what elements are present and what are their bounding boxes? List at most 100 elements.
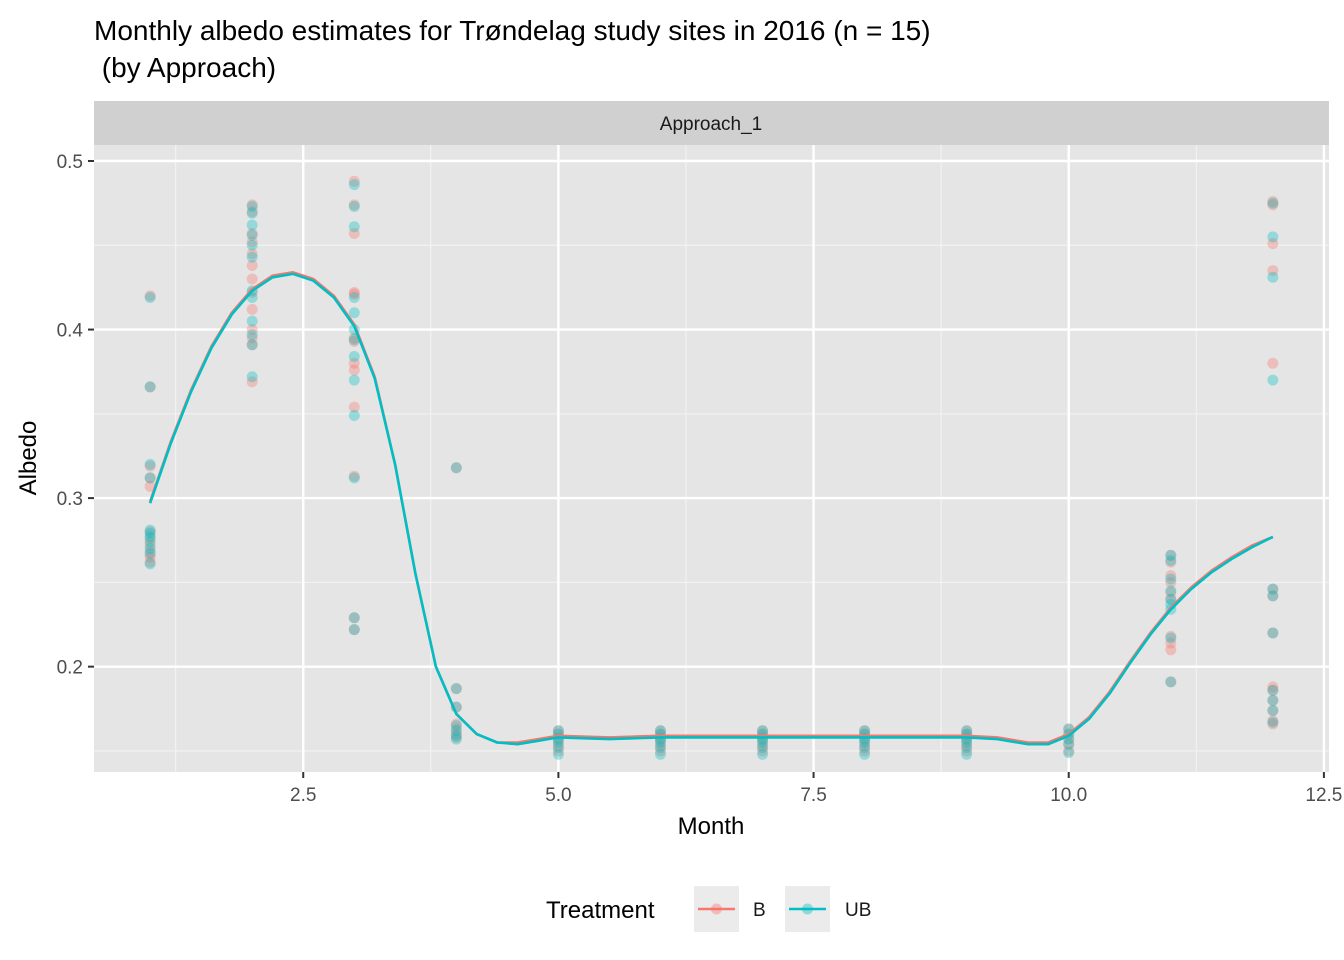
data-point-ub — [1267, 197, 1279, 209]
data-point-b — [1267, 681, 1279, 693]
facet-strip — [94, 101, 1329, 145]
data-point-ub — [246, 251, 258, 263]
data-point-b — [450, 683, 462, 695]
data-point-b — [348, 401, 360, 413]
data-point-ub — [246, 329, 258, 341]
data-point-ub — [144, 292, 156, 304]
data-point-b — [144, 546, 156, 558]
data-point-ub — [144, 381, 156, 393]
data-point-ub — [654, 737, 666, 749]
data-point-b — [450, 718, 462, 730]
data-point-ub — [654, 748, 666, 760]
chart-title-line2: (by Approach) — [94, 52, 276, 83]
data-point-b — [246, 260, 258, 272]
x-tick-label: 2.5 — [290, 785, 316, 806]
data-point-ub — [1165, 549, 1177, 561]
data-point-ub — [1267, 704, 1279, 716]
data-point-ub — [144, 548, 156, 560]
axes: 2.5 5.0 7.5 10.0 12.5 0.2 0.3 0.4 0.5 — [57, 152, 1343, 806]
data-point-ub — [1267, 590, 1279, 602]
data-point-ub — [859, 742, 871, 754]
data-point-ub — [1165, 573, 1177, 585]
data-point-ub — [144, 536, 156, 548]
x-tick-label: 12.5 — [1305, 785, 1342, 806]
data-point-ub — [348, 351, 360, 363]
data-point-b — [1267, 357, 1279, 369]
legend-point-b — [711, 903, 722, 915]
legend-title: Treatment — [546, 897, 655, 924]
data-point-ub — [348, 307, 360, 319]
data-point-b — [1267, 238, 1279, 250]
facet-label: Approach_1 — [660, 114, 762, 135]
data-point-ub — [1165, 585, 1177, 597]
data-point-b — [450, 462, 462, 474]
data-point-b — [450, 728, 462, 740]
data-point-b — [1165, 676, 1177, 688]
data-point-ub — [1267, 271, 1279, 283]
data-point-b — [1267, 704, 1279, 716]
data-point-b — [348, 286, 360, 298]
data-point-b — [1165, 644, 1177, 656]
legend: Treatment B UB — [546, 886, 871, 932]
data-point-ub — [246, 207, 258, 219]
smooth-lines — [148, 271, 1274, 746]
data-point-b — [246, 248, 258, 260]
x-axis-title: Month — [678, 813, 745, 840]
data-point-b — [246, 324, 258, 336]
data-point-ub — [144, 472, 156, 484]
data-point-b — [1165, 586, 1177, 598]
data-point-ub — [348, 334, 360, 346]
data-point-b — [246, 206, 258, 218]
data-point-b — [1165, 570, 1177, 582]
legend-label-ub: UB — [845, 900, 871, 921]
data-point-ub — [961, 725, 973, 737]
data-point-ub — [757, 737, 769, 749]
data-point-b — [1063, 738, 1075, 750]
data-point-b — [144, 460, 156, 472]
data-point-b — [1267, 718, 1279, 730]
data-point-ub — [450, 462, 462, 474]
data-point-ub — [144, 458, 156, 470]
data-point-b — [552, 725, 564, 737]
data-point-ub — [246, 315, 258, 327]
data-point-ub — [654, 725, 666, 737]
data-point-b — [961, 725, 973, 737]
data-point-ub — [1267, 716, 1279, 728]
y-tick-label: 0.5 — [57, 152, 83, 173]
data-point-ub — [450, 720, 462, 732]
data-point-ub — [552, 748, 564, 760]
data-point-b — [1267, 583, 1279, 595]
data-point-b — [246, 339, 258, 351]
data-point-ub — [246, 339, 258, 351]
data-point-ub — [450, 730, 462, 742]
data-point-b — [348, 335, 360, 347]
data-point-ub — [1267, 374, 1279, 386]
data-point-b — [144, 551, 156, 563]
data-point-b — [246, 303, 258, 315]
data-point-b — [246, 236, 258, 248]
x-tick-label: 10.0 — [1050, 785, 1087, 806]
data-point-b — [757, 740, 769, 752]
data-point-ub — [144, 531, 156, 543]
data-point-ub — [348, 624, 360, 636]
data-point-ub — [552, 737, 564, 749]
data-point-b — [246, 273, 258, 285]
data-point-b — [757, 745, 769, 757]
data-point-b — [859, 725, 871, 737]
data-point-b — [1165, 556, 1177, 568]
data-point-ub — [1267, 694, 1279, 706]
data-point-ub — [348, 221, 360, 233]
data-point-ub — [1063, 738, 1075, 750]
data-point-ub — [1063, 747, 1075, 759]
data-point-ub — [246, 371, 258, 383]
data-point-ub — [1165, 593, 1177, 605]
data-point-b — [859, 745, 871, 757]
data-point-b — [450, 723, 462, 735]
y-axis-title: Albedo — [15, 421, 42, 496]
legend-point-ub — [802, 903, 813, 915]
data-point-b — [961, 745, 973, 757]
data-point-b — [348, 364, 360, 376]
grid-lines — [94, 145, 1329, 772]
data-point-ub — [450, 683, 462, 695]
